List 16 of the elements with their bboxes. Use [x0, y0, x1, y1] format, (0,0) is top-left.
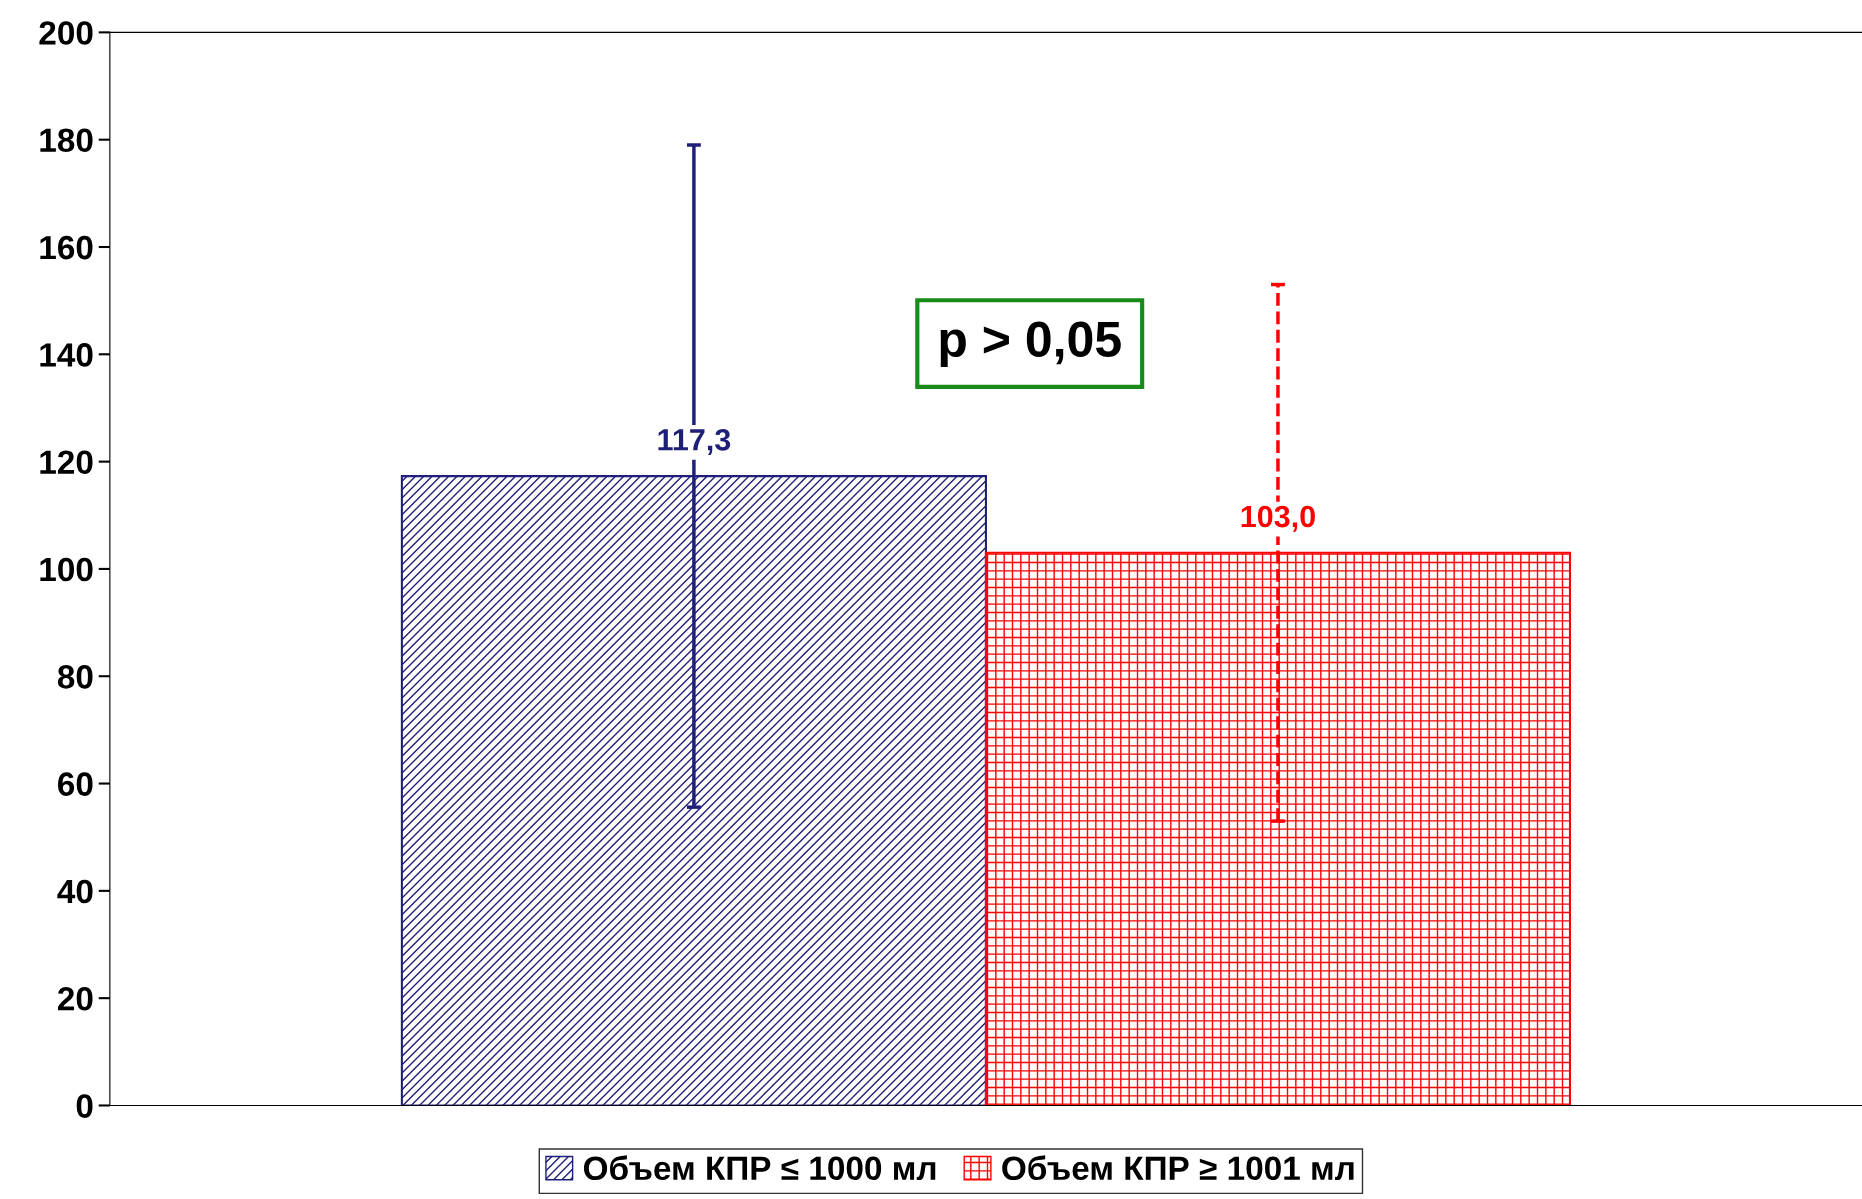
legend-label: Объем КПР ≤ 1000 мл: [583, 1155, 936, 1181]
y-tick-label: 20: [57, 986, 93, 1011]
y-tick-label: 100: [40, 557, 93, 582]
y-tick-label: 180: [40, 128, 93, 153]
y-tick-label: 140: [40, 343, 93, 367]
legend-label: Объем КПР ≥ 1001 мл: [1002, 1155, 1354, 1181]
y-tick-label: 120: [40, 450, 93, 475]
data-label: 103,0: [1241, 505, 1315, 532]
data-label: 117,3: [658, 428, 731, 456]
y-tick-label: 0: [76, 1094, 93, 1118]
y-tick-label: 60: [58, 772, 93, 796]
y-tick-label: 40: [57, 879, 93, 904]
y-tick-label: 200: [39, 21, 93, 45]
y-tick-label: 80: [57, 665, 93, 689]
annotation: p > 0,05: [940, 321, 1121, 367]
y-tick-label: 160: [40, 235, 93, 260]
